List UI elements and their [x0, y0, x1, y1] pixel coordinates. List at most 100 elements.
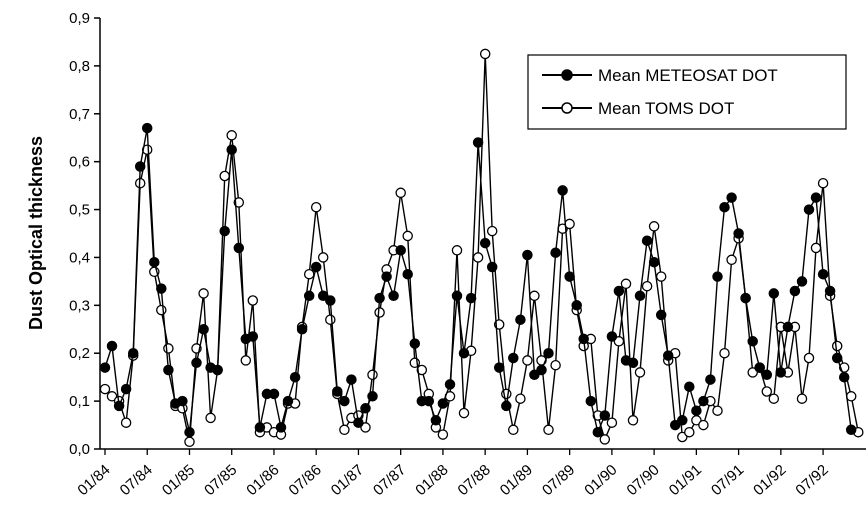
data-point-meteosat: [430, 415, 442, 426]
data-point-toms: [515, 393, 526, 404]
data-point-meteosat: [120, 383, 132, 395]
data-point-toms: [325, 314, 336, 325]
data-point-toms: [599, 434, 611, 445]
y-axis-title: Dust Optical thickness: [26, 136, 46, 330]
x-tick-label: 07/89: [539, 461, 578, 499]
data-point-meteosat: [451, 290, 463, 302]
data-point-toms: [163, 343, 174, 354]
x-tick-label: 01/86: [243, 461, 282, 499]
data-point-meteosat: [571, 300, 582, 311]
data-point-meteosat: [317, 290, 329, 302]
x-tick-label: 07/88: [455, 461, 494, 499]
data-point-meteosat: [564, 271, 575, 282]
data-point-toms: [648, 221, 660, 232]
data-point-meteosat: [782, 321, 794, 333]
data-point-toms: [360, 422, 371, 433]
data-point-toms: [437, 429, 449, 440]
data-point-meteosat: [402, 268, 413, 280]
data-point-toms: [472, 252, 484, 263]
data-point-meteosat: [247, 331, 259, 342]
data-point-meteosat: [845, 424, 857, 436]
data-point-meteosat: [226, 144, 237, 155]
data-point-meteosat: [719, 201, 730, 213]
data-point-toms: [451, 245, 463, 256]
data-point-meteosat: [684, 381, 695, 392]
data-point-meteosat: [444, 379, 456, 390]
x-tick-label: 01/84: [74, 461, 113, 499]
data-point-meteosat: [156, 283, 167, 294]
x-tick-label: 07/92: [792, 461, 831, 499]
data-point-toms: [402, 230, 413, 242]
data-point-toms: [634, 367, 646, 378]
y-tick-label: 0,3: [69, 297, 90, 314]
data-point-meteosat: [353, 417, 364, 428]
data-point-meteosat: [817, 268, 829, 280]
data-point-meteosat: [296, 324, 308, 335]
legend: Mean METEOSAT DOT Mean TOMS DOT: [527, 54, 847, 130]
x-tick-label: 07/91: [708, 461, 747, 499]
data-point-toms: [247, 295, 259, 306]
x-tick-label: 07/85: [201, 461, 240, 499]
data-point-toms: [479, 48, 491, 60]
y-tick-label: 0,4: [69, 249, 90, 266]
data-point-meteosat: [838, 371, 850, 383]
data-point-meteosat: [529, 369, 540, 381]
data-point-meteosat: [472, 137, 484, 148]
legend-marker-meteosat: [561, 69, 573, 81]
data-point-meteosat: [557, 185, 568, 196]
legend-label-meteosat: Mean METEOSAT DOT: [598, 66, 778, 85]
x-tick-label: 01/91: [666, 461, 705, 499]
y-tick-label: 0,6: [69, 154, 90, 171]
data-point-meteosat: [705, 374, 716, 385]
data-point-meteosat: [747, 336, 758, 347]
data-point-meteosat: [437, 398, 449, 409]
y-tick-label: 0,9: [69, 10, 90, 27]
data-point-meteosat: [374, 292, 385, 304]
data-point-meteosat: [325, 295, 336, 306]
data-point-meteosat: [501, 400, 512, 412]
data-point-meteosat: [149, 256, 160, 268]
data-point-meteosat: [289, 371, 301, 383]
legend-box: [527, 54, 847, 130]
data-point-meteosat: [768, 288, 780, 299]
data-point-toms: [106, 391, 118, 402]
data-point-toms: [796, 393, 808, 404]
data-point-meteosat: [810, 192, 822, 203]
data-point-toms: [845, 391, 857, 402]
x-tick-label: 01/92: [750, 461, 789, 499]
data-point-meteosat: [395, 245, 406, 256]
data-point-meteosat: [740, 292, 751, 304]
data-point-toms: [803, 352, 815, 364]
y-tick-label: 0,7: [69, 106, 90, 123]
data-point-toms: [120, 417, 132, 428]
data-point-meteosat: [184, 426, 195, 438]
data-point-toms: [606, 417, 618, 428]
y-tick-label: 0,5: [69, 202, 90, 219]
data-point-meteosat: [733, 228, 744, 239]
y-tick-label: 0,8: [69, 58, 90, 75]
data-point-meteosat: [669, 419, 681, 431]
data-point-meteosat: [177, 395, 188, 407]
x-tick-label: 01/88: [412, 461, 451, 499]
data-point-toms: [184, 436, 195, 448]
data-point-meteosat: [550, 247, 561, 258]
data-point-toms: [219, 170, 230, 182]
data-point-meteosat: [339, 395, 350, 407]
x-tick-label: 01/89: [497, 461, 536, 499]
data-point-meteosat: [388, 290, 399, 302]
data-point-meteosat: [198, 324, 209, 335]
data-point-meteosat: [268, 388, 280, 400]
data-point-meteosat: [134, 161, 146, 172]
data-point-toms: [226, 130, 237, 141]
data-point-meteosat: [486, 261, 498, 273]
data-point-meteosat: [655, 309, 667, 321]
data-point-meteosat: [508, 352, 519, 364]
data-point-toms: [339, 424, 350, 436]
data-point-meteosat: [106, 340, 118, 352]
x-tick-label: 07/86: [286, 461, 325, 499]
data-point-meteosat: [141, 122, 153, 134]
data-point-meteosat: [409, 338, 421, 349]
data-point-toms: [550, 359, 561, 371]
data-point-meteosat: [754, 362, 765, 373]
